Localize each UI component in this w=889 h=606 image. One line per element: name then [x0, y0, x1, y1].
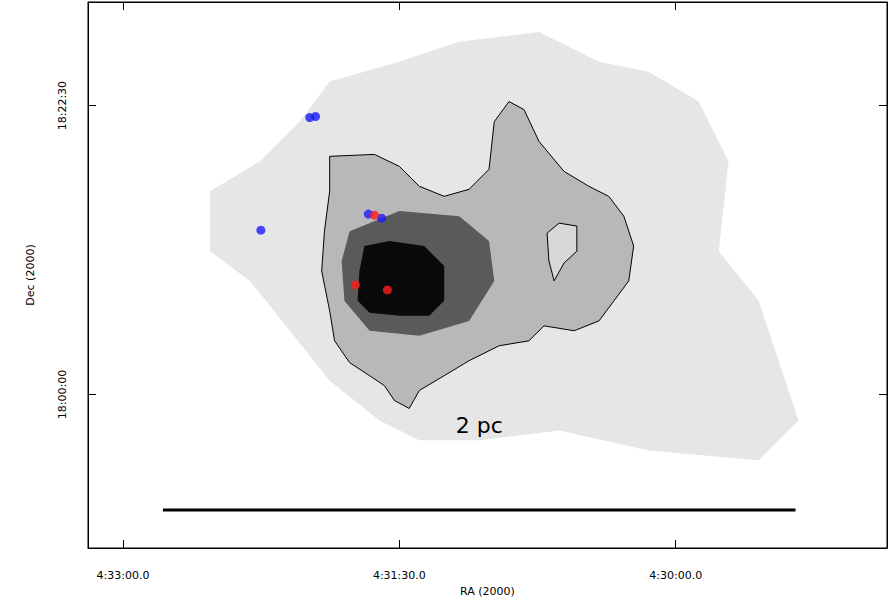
- svg-text:4:33:00.0: 4:33:00.0: [97, 569, 150, 582]
- svg-text:18:22:30: 18:22:30: [56, 81, 69, 130]
- svg-text:4:30:00.0: 4:30:00.0: [649, 569, 702, 582]
- svg-text:Dec (2000): Dec (2000): [24, 244, 37, 305]
- svg-text:4:31:30.0: 4:31:30.0: [373, 569, 426, 582]
- svg-text:18:00:00: 18:00:00: [56, 370, 69, 419]
- svg-text:2 pc: 2 pc: [456, 413, 503, 438]
- svg-text:RA (2000): RA (2000): [460, 585, 515, 598]
